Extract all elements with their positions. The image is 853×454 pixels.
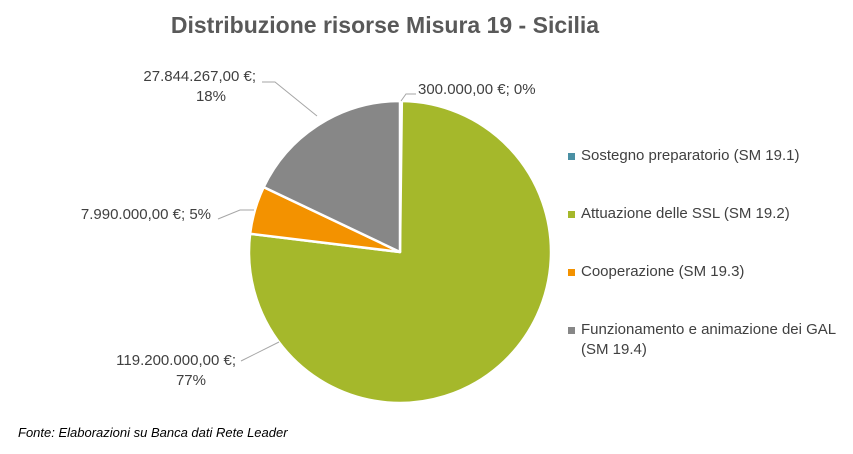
data-label: 7.990.000,00 €; 5% [81,206,211,223]
leader-line [240,341,280,362]
pie-slice [247,99,553,405]
data-label: 27.844.267,00 €; 18% [143,68,256,105]
data-label: 300.000,00 €; 0% [418,81,536,98]
legend-label: Attuazione delle SSL (SM 19.2) [581,205,790,222]
legend-label: Funzionamento e animazione dei GAL (SM 1… [581,321,836,358]
legend-label: Sostegno preparatorio (SM 19.1) [581,147,800,164]
legend-swatch [568,269,575,276]
chart-title: Distribuzione risorse Misura 19 - Sicili… [170,12,600,38]
data-label: 119.200.000,00 €; 77% [116,352,236,389]
leader-line [217,209,254,220]
legend-swatch [568,211,575,218]
legend-swatch [568,153,575,160]
leader-line [262,81,318,117]
pie-slice [262,99,402,254]
leader-line [400,93,416,102]
source-note: Fonte: Elaborazioni su Banca dati Rete L… [18,425,288,440]
legend-label: Cooperazione (SM 19.3) [581,263,745,280]
legend-swatch [568,327,575,334]
